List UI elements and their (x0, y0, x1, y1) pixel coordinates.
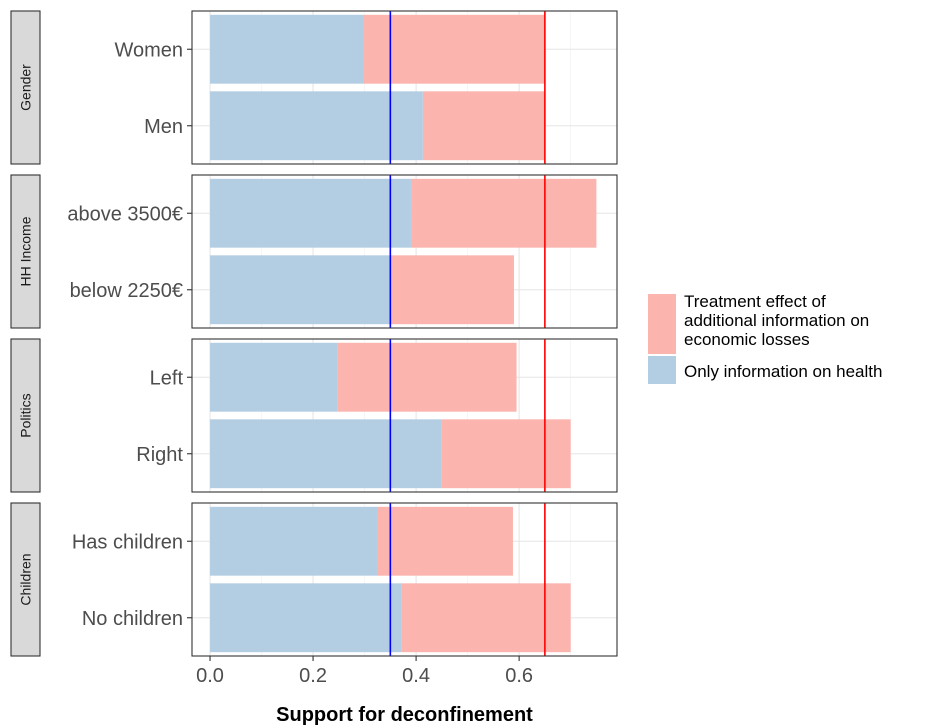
facet-label: Gender (18, 64, 34, 111)
y-tick-label: Has children (72, 531, 183, 553)
facet-label: HH Income (18, 216, 34, 286)
bar-health-info (210, 342, 338, 412)
bar-health-info (210, 583, 402, 653)
panel-border (191, 502, 618, 657)
x-tick-label: 0.2 (299, 665, 327, 687)
legend-label: additional information on (684, 311, 869, 330)
facet-strip (10, 174, 41, 329)
bar-treatment-effect (337, 342, 517, 412)
bar-health-info (210, 91, 423, 161)
panel-border (191, 174, 618, 329)
facet-strip (10, 10, 41, 165)
y-tick-label: below 2250€ (70, 280, 183, 302)
legend-label: Treatment effect of (684, 292, 826, 311)
bar-health-info (210, 419, 442, 489)
facet-label: Politics (18, 393, 34, 437)
legend-key-treatment-effect (648, 294, 676, 354)
legend-label: Only information on health (684, 362, 882, 381)
x-axis-title: Support for deconfinement (276, 704, 533, 725)
y-tick-label: No children (82, 608, 183, 630)
facet-label: Children (18, 553, 34, 605)
panel-border (191, 10, 618, 165)
bar-treatment-effect (401, 583, 571, 653)
bar-treatment-effect (390, 255, 514, 325)
panel-border (191, 338, 618, 493)
x-tick-label: 0.6 (505, 665, 533, 687)
bar-treatment-effect (363, 14, 545, 84)
bar-treatment-effect (441, 419, 571, 489)
y-tick-label: Left (150, 367, 184, 389)
bar-health-info (210, 178, 411, 248)
legend-key-health-info (648, 356, 676, 384)
facet-strip (10, 502, 41, 657)
bar-treatment-effect (422, 91, 545, 161)
y-tick-label: Men (144, 116, 183, 138)
x-tick-label: 0.4 (402, 665, 430, 687)
facet-strip (10, 338, 41, 493)
bar-health-info (210, 506, 378, 576)
y-tick-label: above 3500€ (67, 203, 183, 225)
bar-treatment-effect (410, 178, 597, 248)
y-tick-label: Women (114, 39, 183, 61)
legend-label: economic losses (684, 330, 810, 349)
bar-treatment-effect (377, 506, 513, 576)
bar-health-info (210, 255, 391, 325)
x-tick-label: 0.0 (196, 665, 224, 687)
y-tick-label: Right (136, 444, 183, 466)
bar-health-info (210, 14, 364, 84)
